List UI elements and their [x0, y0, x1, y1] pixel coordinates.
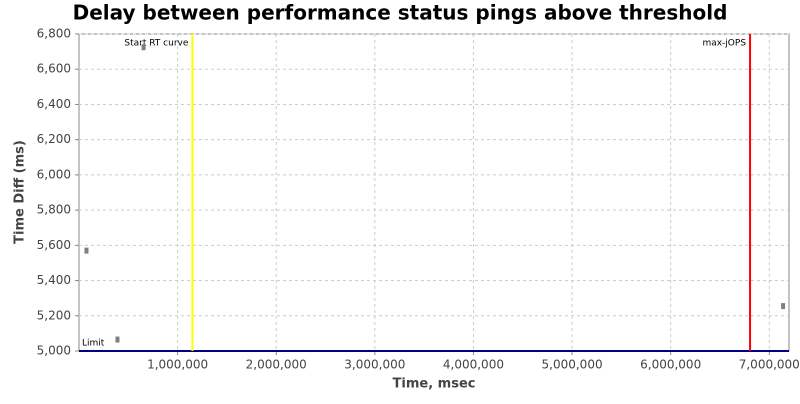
plot-area: [78, 33, 790, 352]
marker-label: max-jOPS: [702, 39, 746, 49]
limit-label: Limit: [82, 339, 105, 349]
y-tick-label: 6,000: [37, 167, 71, 181]
x-axis-label: Time, msec: [393, 377, 476, 392]
marker-label: Start RT curve: [124, 39, 188, 49]
x-tick-label: 5,000,000: [542, 358, 603, 372]
y-tick-label: 6,400: [37, 97, 71, 111]
y-axis-label: Time Diff (ms): [13, 140, 28, 244]
y-tick-label: 5,200: [37, 308, 71, 322]
point: [781, 303, 786, 310]
y-tick-label: 6,600: [37, 62, 71, 76]
x-tick-label: 2,000,000: [246, 358, 307, 372]
x-tick-label: 6,000,000: [640, 358, 701, 372]
y-tick-label: 6,800: [37, 27, 71, 41]
y-tick-label: 5,600: [37, 238, 71, 252]
x-tick-label: 7,000,000: [739, 358, 800, 372]
x-tick-label: 3,000,000: [344, 358, 405, 372]
x-tick-label: 1,000,000: [147, 358, 208, 372]
point: [115, 336, 120, 343]
x-tick-label: 4,000,000: [443, 358, 504, 372]
point: [84, 247, 89, 254]
y-tick-label: 5,000: [37, 344, 71, 358]
y-tick-label: 6,200: [37, 132, 71, 146]
point: [141, 44, 146, 51]
chart-title: Delay between performance status pings a…: [73, 1, 728, 25]
y-tick-label: 5,400: [37, 273, 71, 287]
y-tick-label: 5,800: [37, 203, 71, 217]
